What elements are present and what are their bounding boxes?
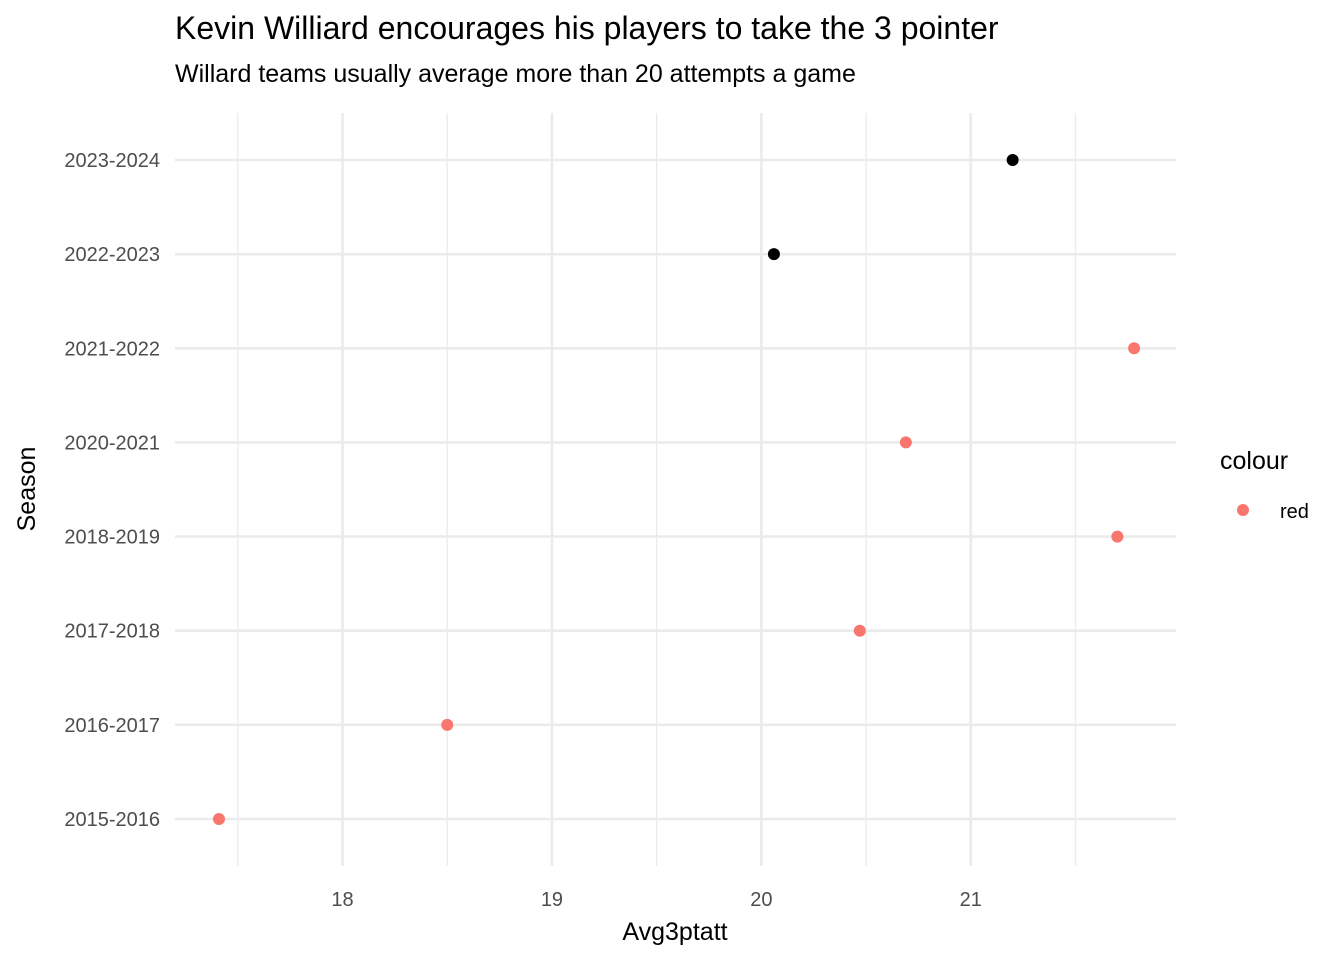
chart-title: Kevin Williard encourages his players to… bbox=[175, 10, 999, 46]
y-tick-label: 2015-2016 bbox=[64, 809, 160, 831]
data-point bbox=[1006, 154, 1019, 166]
legend: colour red bbox=[1220, 447, 1309, 523]
x-tick-label: 21 bbox=[960, 889, 982, 911]
data-point bbox=[767, 248, 780, 261]
chart-subtitle: Willard teams usually average more than … bbox=[175, 60, 856, 88]
data-point bbox=[212, 813, 225, 825]
y-tick-label: 2021-2022 bbox=[64, 338, 160, 360]
legend-title: colour bbox=[1220, 447, 1288, 475]
data-point bbox=[441, 718, 454, 731]
major-gridlines bbox=[175, 113, 1176, 866]
y-tick-label: 2016-2017 bbox=[64, 715, 160, 737]
data-point bbox=[1128, 342, 1141, 355]
y-tick-label: 2022-2023 bbox=[64, 244, 160, 266]
x-tick-label: 18 bbox=[331, 889, 353, 911]
y-tick-label: 2023-2024 bbox=[64, 150, 160, 172]
y-tick-label: 2017-2018 bbox=[64, 621, 160, 643]
x-tick-label: 19 bbox=[541, 889, 563, 911]
legend-label-red: red bbox=[1280, 501, 1309, 523]
data-point bbox=[1111, 530, 1124, 543]
data-points bbox=[212, 154, 1141, 825]
data-point bbox=[899, 436, 912, 449]
y-axis-title: Season bbox=[13, 447, 41, 532]
x-axis-title: Avg3ptatt bbox=[622, 918, 727, 946]
y-tick-labels: 2015-2016 2016-2017 2017-2018 2018-2019 2020… bbox=[64, 150, 160, 831]
x-tick-label: 20 bbox=[750, 889, 772, 911]
x-tick-labels: 18 19 20 21 bbox=[331, 889, 981, 911]
y-tick-label: 2020-2021 bbox=[64, 432, 160, 454]
y-tick-label: 2018-2019 bbox=[64, 527, 160, 549]
legend-key-red bbox=[1237, 504, 1249, 516]
data-point bbox=[853, 624, 866, 637]
minor-gridlines bbox=[237, 113, 1077, 866]
